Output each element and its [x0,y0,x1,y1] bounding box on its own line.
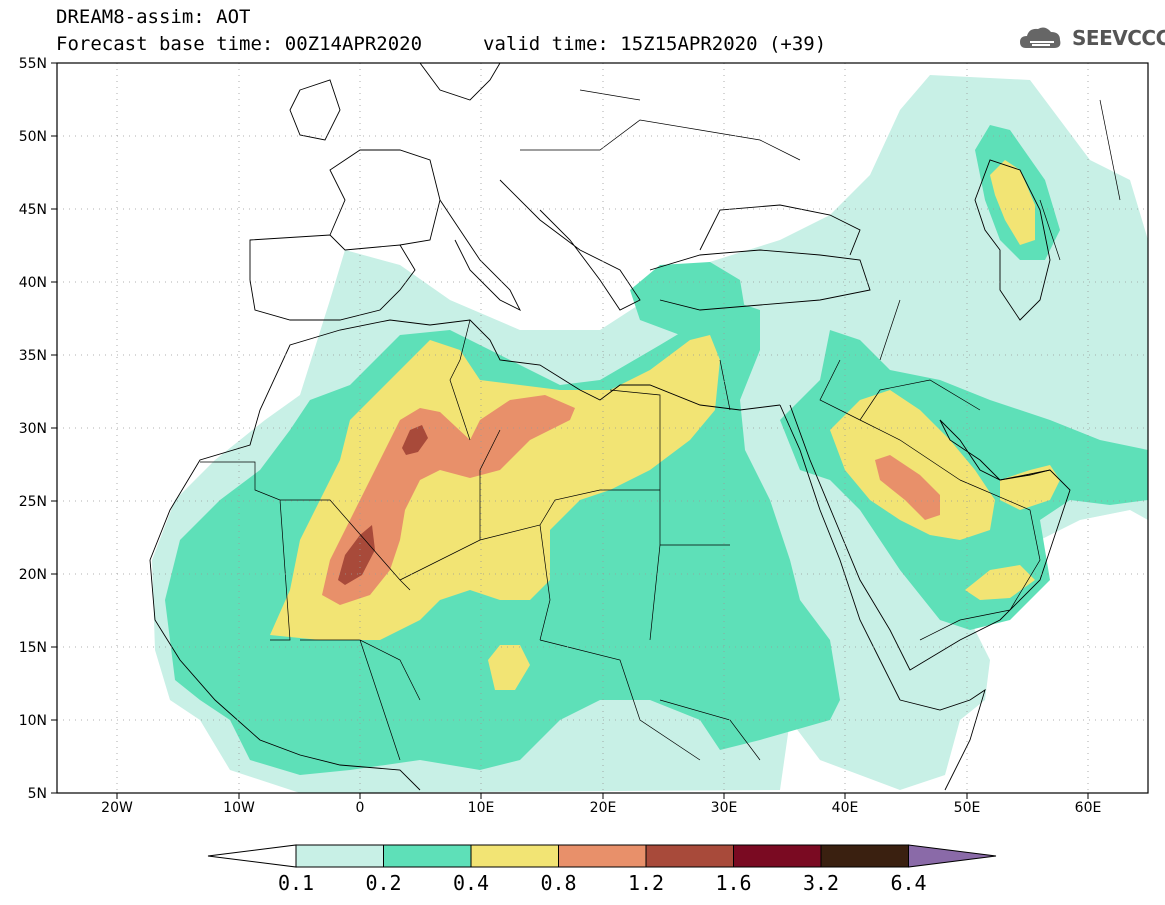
lon-labels: 20W 10W 0 10E 20E 30E 40E 50E 60E [101,800,1101,816]
logo-text: SEEVCCC [1072,26,1165,50]
valid-time: valid time: 15Z15APR2020 (+39) [483,33,827,55]
lon-label: 40E [832,800,859,816]
coast-black-sea [699,204,861,256]
tick-marks [51,62,1089,799]
colorbar-swatch-0.8 [558,844,647,868]
colorbar-high-arrow [908,844,997,868]
colorbar-swatch-0.4 [470,844,559,868]
coastlines-borders [149,63,1121,791]
lon-label: 20E [590,800,617,816]
colorbar-label: 1.2 [628,871,664,895]
coast-iberia [249,234,416,321]
cloud-icon [1020,27,1061,48]
lat-label: 5N [28,786,47,802]
aot-band-0.2-med [630,262,745,335]
colorbar-low-arrow [207,844,297,868]
coast-horn [899,688,986,791]
lon-label: 50E [954,800,981,816]
colorbar-label: 0.1 [278,871,314,895]
lon-label: 20W [101,800,133,816]
colorbar-label: 3.2 [803,871,839,895]
lat-label: 45N [19,202,47,218]
aot-band-1.2-north [402,425,428,455]
lat-label: 15N [19,640,47,656]
coast-france [329,149,441,246]
aot-band-0.8 [322,395,575,605]
colorbar-swatch-0.1 [295,844,384,868]
coast-persian-gulf [939,419,1051,481]
coast-italy [439,199,522,312]
colorbar-swatch-1.6 [733,844,822,868]
colorbar-label: 1.6 [715,871,751,895]
coast-west-africa [149,559,421,791]
lat-labels: 55N 50N 45N 40N 35N 30N 25N 20N 15N 10N … [19,56,47,802]
lon-label: 10E [468,800,495,816]
aot-band-1.2 [338,525,375,585]
lat-label: 10N [19,713,47,729]
lat-label: 50N [19,129,47,145]
border-lines [200,89,1121,761]
colorbar [207,844,997,868]
colorbar-swatch-3.2 [820,844,909,868]
coast-red-sea-west [779,404,901,701]
aot-band-0.4-caspian [990,160,1035,245]
coast-north-africa [149,319,781,561]
coast-uk [289,79,341,141]
colorbar-labels: 0.1 0.2 0.4 0.8 1.2 1.6 3.2 6.4 [278,871,927,895]
lon-label: 60E [1075,800,1102,816]
coast-balkans [499,179,641,311]
lon-label: 30E [711,800,738,816]
lat-label: 20N [19,567,47,583]
lat-label: 30N [19,421,47,437]
coast-turkey [649,249,871,311]
coast-scandinavia [419,63,501,101]
lat-label: 55N [19,56,47,72]
lat-label: 25N [19,494,47,510]
colorbar-label: 0.8 [540,871,576,895]
lat-label: 35N [19,348,47,364]
colorbar-swatch-1.2 [645,844,734,868]
lat-label: 40N [19,275,47,291]
lon-label: 10W [223,800,255,816]
aot-band-0.8-arabia [875,455,940,520]
aot-contours [152,75,1148,793]
colorbar-swatch-0.2 [383,844,472,868]
map-title: DREAM8-assim: AOT [56,6,251,28]
colorbar-label: 0.4 [453,871,489,895]
colorbar-label: 0.2 [365,871,401,895]
coast-red-sea-east [789,404,1071,671]
coast-caspian [974,159,1051,321]
aot-band-0.4-arabia [830,390,995,540]
colorbar-label: 6.4 [890,871,926,895]
forecast-base-time: Forecast base time: 00Z14APR2020 [56,33,423,55]
lon-label: 0 [356,800,365,816]
aot-band-0.4-sahel [488,645,530,690]
aot-band-0.4-gulf [1000,465,1060,510]
